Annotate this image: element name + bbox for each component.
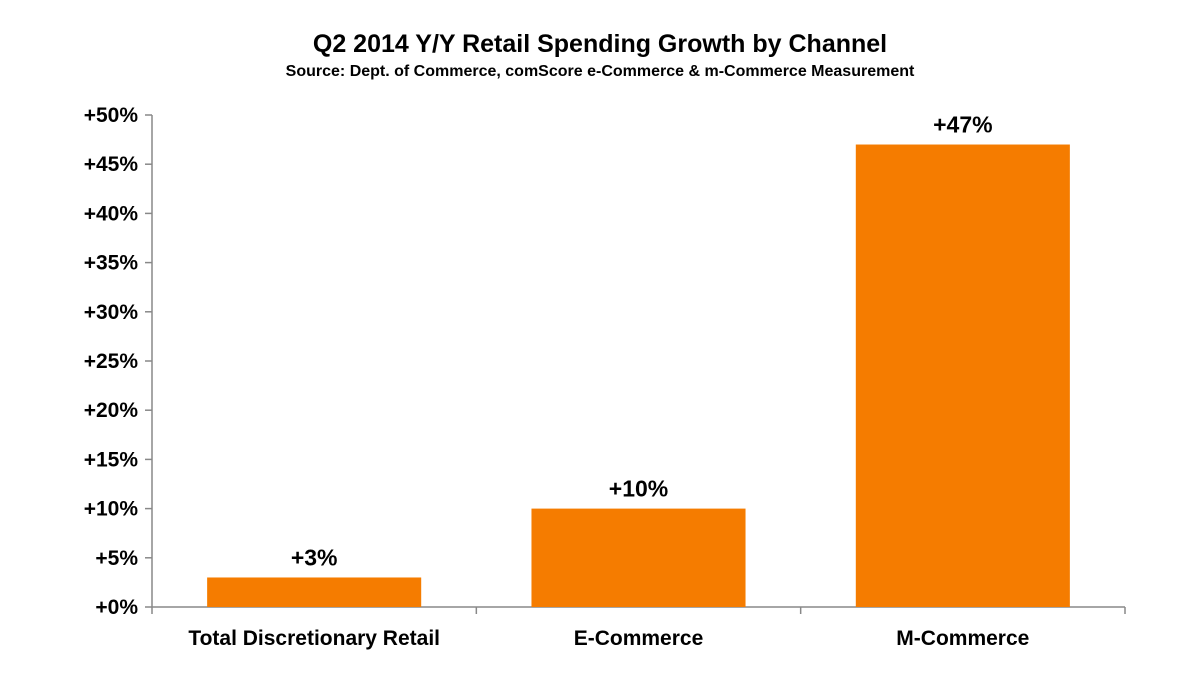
y-tick-label: +15%	[84, 448, 139, 471]
bar-value-label: +10%	[609, 476, 668, 502]
y-tick-label: +20%	[84, 399, 139, 422]
x-category-label: M-Commerce	[896, 627, 1029, 650]
y-tick-label: +35%	[84, 252, 139, 275]
x-category-label: Total Discretionary Retail	[188, 627, 440, 650]
y-axis: +0% +5% +10% +15% +20% +25% +30% +35% +40% +45% +5…	[84, 104, 153, 619]
y-tick-label: +40%	[84, 202, 139, 225]
y-tick-label: +50%	[84, 104, 139, 127]
y-tick-label: +25%	[84, 350, 139, 373]
y-tick-label: +5%	[95, 547, 138, 570]
y-tick-label: +10%	[84, 498, 139, 521]
y-tick-label: +30%	[84, 301, 139, 324]
data-labels: +3% +10% +47%	[291, 112, 993, 571]
bar	[207, 577, 422, 607]
bar-value-label: +47%	[933, 112, 992, 138]
x-axis: Total Discretionary Retail E-Commerce M-Co…	[151, 606, 1126, 650]
bar-value-label: +3%	[291, 544, 338, 570]
chart-title: Q2 2014 Y/Y Retail Spending Growth by Ch…	[312, 30, 888, 58]
bar	[855, 144, 1070, 607]
x-category-label: E-Commerce	[574, 627, 704, 650]
bars	[207, 144, 1070, 607]
y-tick-label: +45%	[84, 153, 139, 176]
chart-subtitle: Source: Dept. of Commerce, comScore e-Co…	[285, 63, 915, 80]
y-tick-label: +0%	[95, 596, 138, 619]
bar	[531, 508, 746, 607]
